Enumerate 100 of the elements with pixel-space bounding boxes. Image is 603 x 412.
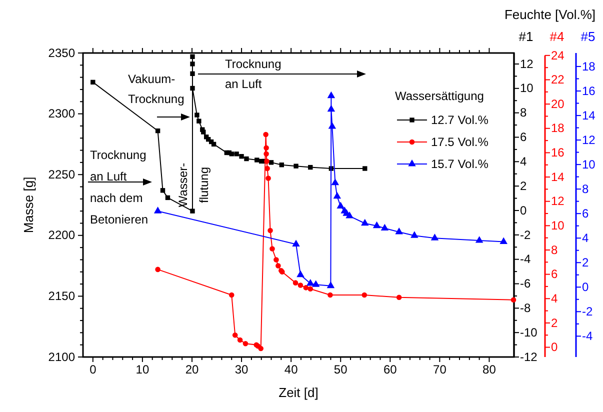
point xyxy=(510,297,516,302)
point xyxy=(430,234,439,240)
y2-tick-label: 6 xyxy=(520,130,527,144)
point xyxy=(155,266,160,272)
y2-tick-label: 2 xyxy=(520,178,527,193)
y2-tick-label: -12 xyxy=(520,350,538,364)
point xyxy=(154,206,162,214)
point xyxy=(190,62,195,66)
legend-label: 15.7 Vol.% xyxy=(431,157,489,171)
y2-tick-label: -2 xyxy=(520,228,531,242)
point xyxy=(232,332,238,338)
point xyxy=(312,280,320,287)
y-tick-label: 4 xyxy=(582,230,589,245)
x-tick-label: 60 xyxy=(383,362,398,377)
point xyxy=(395,227,403,234)
point xyxy=(336,202,344,208)
point xyxy=(196,118,202,124)
point xyxy=(242,340,248,346)
point xyxy=(327,104,336,112)
y2-tick-label: -4 xyxy=(520,252,531,266)
x-tick-label: 70 xyxy=(433,362,447,377)
point xyxy=(372,221,381,228)
point xyxy=(211,142,216,147)
point xyxy=(270,246,275,252)
x-tick-label: 10 xyxy=(136,362,150,377)
point xyxy=(346,212,354,218)
point xyxy=(160,188,166,193)
point xyxy=(268,228,273,234)
point xyxy=(380,224,389,231)
y-tick-label: 2200 xyxy=(48,228,76,242)
point xyxy=(264,166,270,172)
y2-tick-label: 8 xyxy=(520,106,527,120)
annotation: Trocknung an Luft xyxy=(225,57,282,91)
x-tick-label: 80 xyxy=(482,362,496,377)
y3-tick-label: 14 xyxy=(551,170,565,184)
point xyxy=(294,164,298,168)
x-tick-label: 20 xyxy=(185,362,199,377)
point xyxy=(201,130,206,134)
legend-label: 12.7 Vol.% xyxy=(431,113,489,127)
y-axis-title: Masse [g] xyxy=(21,176,36,234)
y-tick-label: 2350 xyxy=(48,46,76,60)
point xyxy=(362,292,368,298)
legend-title: Wassersättigung xyxy=(395,89,484,103)
x-tick-label: 0 xyxy=(90,362,97,377)
point xyxy=(263,132,268,138)
text: Feuchte [Vol.%] xyxy=(504,7,596,22)
y2-tick-label: 0 xyxy=(520,203,527,218)
point xyxy=(292,280,298,286)
point xyxy=(276,263,281,268)
y-tick-label: 2 xyxy=(582,255,589,270)
point xyxy=(190,71,195,76)
point xyxy=(239,154,244,159)
y-axis-title: #5 xyxy=(580,29,596,44)
point xyxy=(500,237,508,244)
y3-tick-label: 0 xyxy=(551,340,558,354)
y3-tick-label: 8 xyxy=(551,242,558,257)
point xyxy=(292,240,300,246)
y-tick-label: 0 xyxy=(582,280,589,294)
point xyxy=(274,257,279,262)
x-axis-title: Zeit [d] xyxy=(278,385,318,400)
point xyxy=(194,112,200,118)
point xyxy=(396,294,402,300)
point xyxy=(90,80,96,85)
y-tick-label: -2 xyxy=(582,304,593,318)
point xyxy=(331,178,340,186)
y3-tick-label: 24 xyxy=(551,48,565,62)
point xyxy=(190,208,195,214)
point xyxy=(410,231,418,238)
y3-tick-label: 12 xyxy=(551,194,565,208)
point xyxy=(264,145,269,150)
point xyxy=(155,128,160,134)
y-tick-label: 2150 xyxy=(48,289,76,304)
y3-tick-label: 18 xyxy=(551,121,565,136)
point xyxy=(165,195,170,200)
y2-tick-label: 4 xyxy=(520,154,527,168)
point xyxy=(308,164,313,170)
y3-tick-label: 22 xyxy=(551,72,565,87)
point xyxy=(475,236,484,243)
point xyxy=(306,278,314,286)
point xyxy=(361,218,369,226)
y3-tick-label: 10 xyxy=(551,218,565,233)
y3-tick-label: 4 xyxy=(551,291,558,306)
point xyxy=(303,285,309,290)
point xyxy=(266,176,271,181)
y-tick-label: 16 xyxy=(582,84,596,98)
point xyxy=(279,162,284,168)
y3-tick-label: 2 xyxy=(551,316,558,330)
y-tick-label: 2250 xyxy=(48,167,76,182)
point xyxy=(328,292,333,298)
point xyxy=(296,270,304,278)
y2-tick-label: 10 xyxy=(520,81,534,96)
point xyxy=(328,122,336,129)
x-tick-label: 40 xyxy=(284,362,298,377)
annotation: Vakuum- Trocknung xyxy=(128,72,184,106)
y-tick-label: 8 xyxy=(582,182,589,196)
x-tick-label: 30 xyxy=(234,362,249,377)
y-tick-label: 2100 xyxy=(48,350,76,364)
point xyxy=(327,91,336,98)
legend-label: 17.5 Vol.% xyxy=(431,135,489,149)
y2-tick-label: 12 xyxy=(520,56,534,71)
